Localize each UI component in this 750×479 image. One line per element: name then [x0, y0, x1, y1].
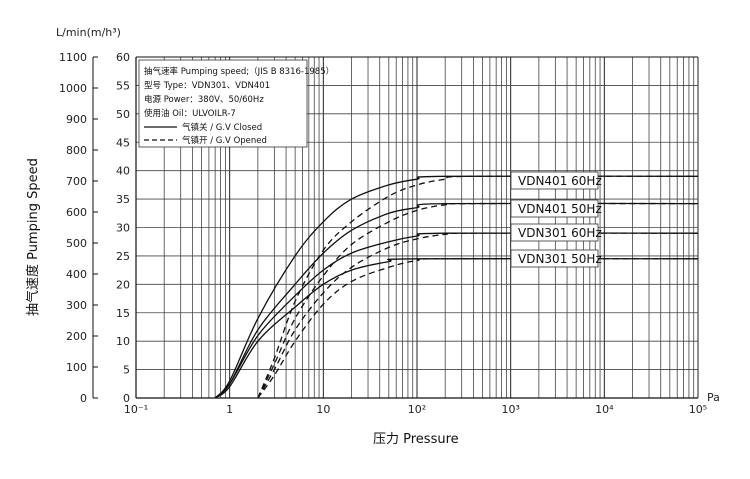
outer-y-tick-label: 1100 — [59, 51, 87, 64]
series-label-vdn301-50: VDN301 50Hz — [518, 252, 602, 266]
legend-line-1: 抽气速率 Pumping speed;（JIS B 8316-1985） — [144, 66, 334, 77]
series-line-vdn401-50hz-closed — [214, 202, 699, 399]
x-tick-label: 10³ — [501, 403, 519, 416]
inner-y-tick-label: 45 — [116, 136, 130, 149]
inner-y-tick-label: 60 — [116, 51, 130, 64]
series-label-box — [510, 249, 599, 268]
legend-closed-label: 气镇关 / G.V Closed — [182, 122, 262, 133]
x-tick-label: 1 — [226, 403, 233, 416]
legend-line-4: 使用油 Oil：ULVOILR-7 — [144, 108, 236, 119]
inner-y-tick-label: 30 — [116, 222, 130, 235]
inner-y-tick-label: 35 — [116, 193, 130, 206]
inner-y-tick-label: 0 — [123, 392, 130, 405]
outer-y-tick-label: 200 — [66, 330, 87, 343]
legend-line-3: 电源 Power：380V、50/60Hz — [144, 94, 264, 105]
inner-y-tick-label: 15 — [116, 307, 130, 320]
series-line-vdn401-50hz-opened — [257, 202, 699, 399]
inner-y-tick-label: 20 — [116, 278, 130, 291]
outer-y-tick-label: 500 — [66, 237, 87, 250]
inner-y-tick-label: 50 — [116, 108, 130, 121]
y-axis-title: 抽气速度 Pumping Speed — [25, 158, 41, 316]
legend-box — [138, 59, 308, 148]
y-unit-label: L/min(m/h³) — [56, 26, 121, 39]
outer-y-tick-label: 400 — [66, 268, 87, 281]
inner-y-tick-label: 55 — [116, 79, 130, 92]
chart-curves — [214, 175, 699, 399]
series-label-box — [510, 199, 599, 218]
x-tick-label: 10⁻¹ — [124, 403, 148, 416]
chart-axes: 0100200300400500600700800900100011005101… — [59, 51, 707, 416]
series-label-vdn401-60: VDN401 60Hz — [518, 174, 602, 188]
inner-y-tick-label: 10 — [116, 335, 130, 348]
x-tick-label: 10 — [316, 403, 330, 416]
series-line-vdn301-50hz-closed — [214, 257, 699, 399]
series-line-vdn401-60hz-opened — [257, 175, 699, 399]
outer-y-tick-label: 900 — [66, 113, 87, 126]
series-label-box — [510, 223, 599, 242]
series-line-vdn301-60hz-opened — [257, 232, 699, 399]
outer-y-tick-label: 100 — [66, 361, 87, 374]
inner-y-tick-label: 5 — [123, 364, 130, 377]
x-tick-label: 10⁵ — [689, 403, 707, 416]
series-labels: VDN401 60Hz VDN401 50Hz VDN301 60Hz VDN3… — [510, 171, 602, 268]
series-line-vdn301-50hz-opened — [257, 258, 699, 399]
series-line-vdn401-60hz-closed — [214, 175, 699, 399]
series-label-vdn301-60: VDN301 60Hz — [518, 226, 602, 240]
outer-y-tick-label: 700 — [66, 175, 87, 188]
inner-y-tick-label: 25 — [116, 250, 130, 263]
outer-y-tick-label: 0 — [80, 392, 87, 405]
legend: 抽气速率 Pumping speed;（JIS B 8316-1985） 型号 … — [138, 59, 334, 148]
legend-opened-label: 气镇开 / G.V Opened — [182, 135, 267, 146]
outer-y-tick-label: 600 — [66, 206, 87, 219]
x-tick-label: 10² — [408, 403, 426, 416]
series-line-vdn301-60hz-closed — [214, 232, 699, 399]
x-axis-title: 压力 Pressure — [373, 432, 459, 447]
series-label-box — [510, 171, 599, 190]
outer-y-tick-label: 800 — [66, 144, 87, 157]
legend-line-2: 型号 Type：VDN301、VDN401 — [144, 81, 270, 91]
series-label-vdn401-50: VDN401 50Hz — [518, 202, 602, 216]
x-tick-label: 10⁴ — [595, 403, 614, 416]
outer-y-tick-label: 300 — [66, 299, 87, 312]
outer-y-tick-label: 1000 — [59, 82, 87, 95]
inner-y-tick-label: 40 — [116, 165, 130, 178]
x-unit-label: Pa — [707, 391, 720, 404]
